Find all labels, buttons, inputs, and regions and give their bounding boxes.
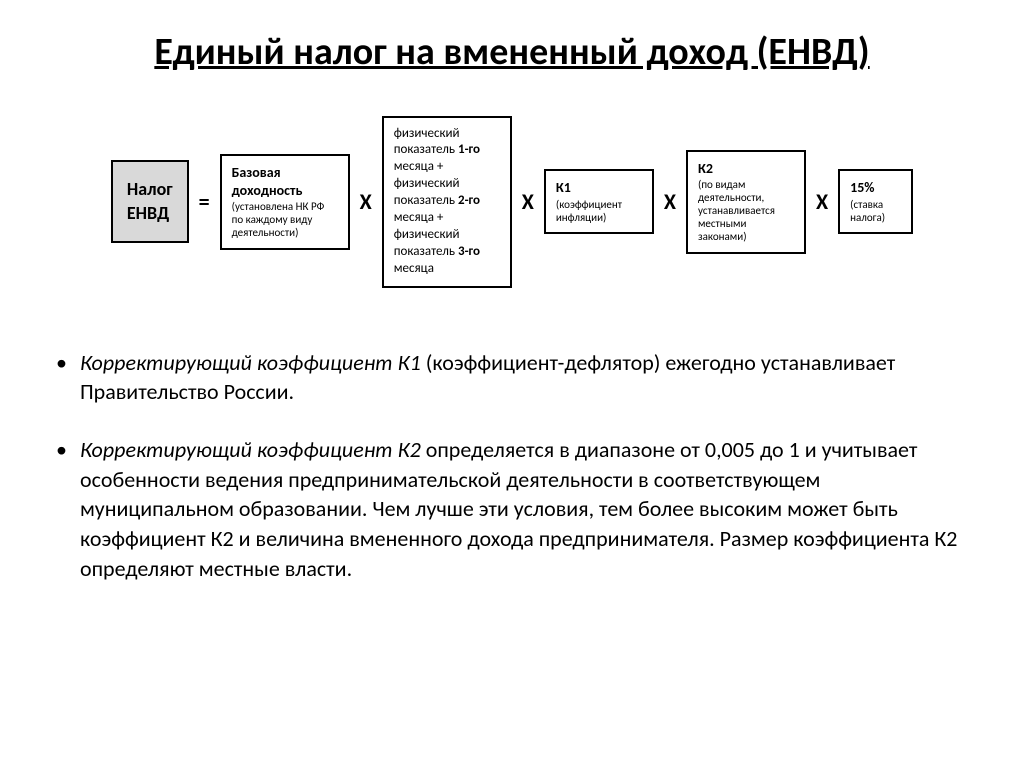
k2-sub: (по видам деятельности, устанавливается … (698, 178, 794, 244)
phys-3b: 3-го (458, 244, 480, 259)
mult-1: X (358, 188, 374, 215)
tax-label-1: Налог (127, 178, 173, 200)
rate-bold: 15% (850, 179, 901, 197)
k2-bold: К2 (698, 160, 794, 178)
phys-2b: 2-го (458, 193, 480, 208)
bullet-k1: Корректирующий коэффициент К1 (коэффицие… (80, 348, 974, 407)
base-sub: (установлена НК РФ по каждому виду деяте… (232, 200, 338, 240)
formula-box-base: Базовая доходность (установлена НК РФ по… (220, 154, 350, 250)
phys-3c: месяца (394, 261, 434, 276)
formula-box-tax: Налог ЕНВД (111, 160, 189, 243)
page-title: Единый налог на вмененный доход (ЕНВД) (50, 30, 974, 76)
phys-1c: месяца + физический показатель (394, 159, 460, 208)
phys-1a: физический показатель (394, 126, 460, 158)
bullet-k1-lead: Корректирующий коэффициент К1 (80, 349, 421, 376)
mult-2: X (520, 188, 536, 215)
formula-box-rate: 15% (ставка налога) (838, 169, 913, 234)
tax-label-2: ЕНВД (127, 202, 169, 224)
mult-4: X (814, 188, 830, 215)
phys-2c: месяца + физический показатель (394, 210, 460, 259)
phys-1b: 1-го (458, 142, 480, 157)
rate-sub: (ставка налога) (850, 198, 901, 224)
formula-box-physical: физический показатель 1-го месяца + физи… (382, 116, 512, 288)
formula-box-k1: К1 (коэффициент инфляции) (544, 169, 654, 234)
formula-row: Налог ЕНВД = Базовая доходность (установ… (50, 116, 974, 288)
bullet-list: Корректирующий коэффициент К1 (коэффицие… (50, 348, 974, 584)
equals-sign: = (197, 188, 212, 215)
formula-box-k2: К2 (по видам деятельности, устанавливает… (686, 150, 806, 254)
k1-sub: (коэффициент инфляции) (556, 198, 642, 224)
k1-bold: К1 (556, 179, 642, 197)
bullet-k2: Корректирующий коэффициент К2 определяет… (80, 435, 974, 583)
bullet-k2-lead: Корректирующий коэффициент К2 (80, 436, 421, 463)
base-bold: Базовая доходность (232, 164, 338, 200)
mult-3: X (662, 188, 678, 215)
